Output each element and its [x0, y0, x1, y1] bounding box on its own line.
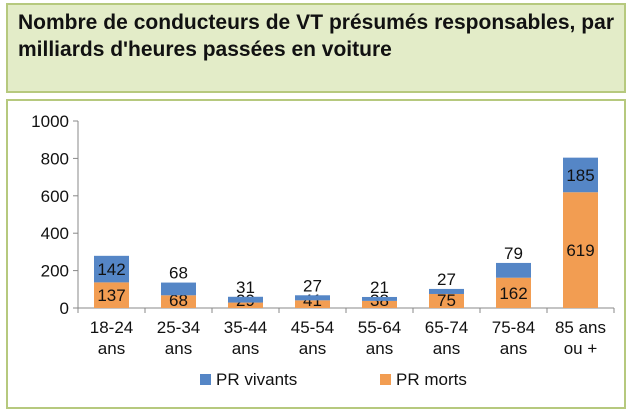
bar-pr-morts: [362, 300, 397, 308]
y-tick-label: 600: [41, 187, 69, 206]
bar-pr-vivants: [429, 288, 464, 294]
data-label: 137: [97, 286, 125, 305]
bar-pr-morts: [429, 293, 464, 308]
data-label: 21: [370, 278, 389, 297]
y-tick-label: 0: [60, 299, 69, 318]
chart-title-box: Nombre de conducteurs de VT présumés res…: [6, 3, 626, 93]
bar-pr-vivants: [295, 295, 330, 301]
bar-pr-morts: [228, 302, 263, 308]
y-tick-label: 1000: [31, 112, 69, 131]
y-tick-label: 800: [41, 149, 69, 168]
bar-pr-vivants: [161, 282, 196, 296]
bar-pr-morts: [496, 277, 531, 308]
x-tick-label: 45-54: [291, 318, 334, 337]
bar-pr-morts: [295, 300, 330, 308]
x-tick-label: 35-44: [224, 318, 267, 337]
bar-pr-vivants: [228, 296, 263, 303]
legend-swatch-pr-morts: [380, 374, 391, 385]
x-tick-label: 25-34: [157, 318, 200, 337]
x-tick-label: ou +: [564, 339, 598, 358]
data-label: 185: [566, 166, 594, 185]
x-tick-label: ans: [165, 339, 192, 358]
x-tick-label: 18-24: [90, 318, 133, 337]
x-tick-label: 85 ans: [555, 318, 606, 337]
x-tick-label: 75-84: [492, 318, 535, 337]
chart-title: Nombre de conducteurs de VT présumés res…: [18, 11, 614, 61]
data-label: 619: [566, 241, 594, 260]
y-tick-label: 200: [41, 262, 69, 281]
data-label: 31: [236, 278, 255, 297]
bar-pr-vivants: [496, 262, 531, 278]
data-label: 162: [499, 284, 527, 303]
x-tick-label: ans: [366, 339, 393, 358]
legend-label: PR vivants: [216, 370, 297, 389]
x-tick-label: ans: [500, 339, 527, 358]
x-tick-label: 55-64: [358, 318, 401, 337]
x-tick-label: ans: [299, 339, 326, 358]
y-tick-label: 400: [41, 224, 69, 243]
legend-swatch-pr-vivants: [200, 374, 211, 385]
bar-pr-vivants: [362, 296, 397, 301]
data-label: 68: [169, 291, 188, 310]
data-label: 142: [97, 260, 125, 279]
chart-panel: 0 200 400 600 800 1000 137 142 18-24 ans 68 68 25-34…: [6, 99, 626, 409]
data-label: 27: [437, 270, 456, 289]
data-label: 79: [504, 244, 523, 263]
bar-pr-morts: [94, 282, 129, 308]
data-label: 68: [169, 264, 188, 283]
data-label: 27: [303, 276, 322, 295]
x-tick-label: ans: [98, 339, 125, 358]
bar-pr-morts: [563, 192, 598, 308]
x-tick-label: 65-74: [425, 318, 468, 337]
x-tick-label: ans: [232, 339, 259, 358]
x-tick-label: ans: [433, 339, 460, 358]
bar-pr-morts: [161, 295, 196, 308]
bar-pr-vivants: [94, 255, 129, 283]
bar-pr-vivants: [563, 157, 598, 193]
legend-label: PR morts: [396, 370, 467, 389]
stacked-bar-chart: 0 200 400 600 800 1000 137 142 18-24 ans 68 68 25-34…: [31, 112, 615, 389]
data-label: 75: [437, 291, 456, 310]
